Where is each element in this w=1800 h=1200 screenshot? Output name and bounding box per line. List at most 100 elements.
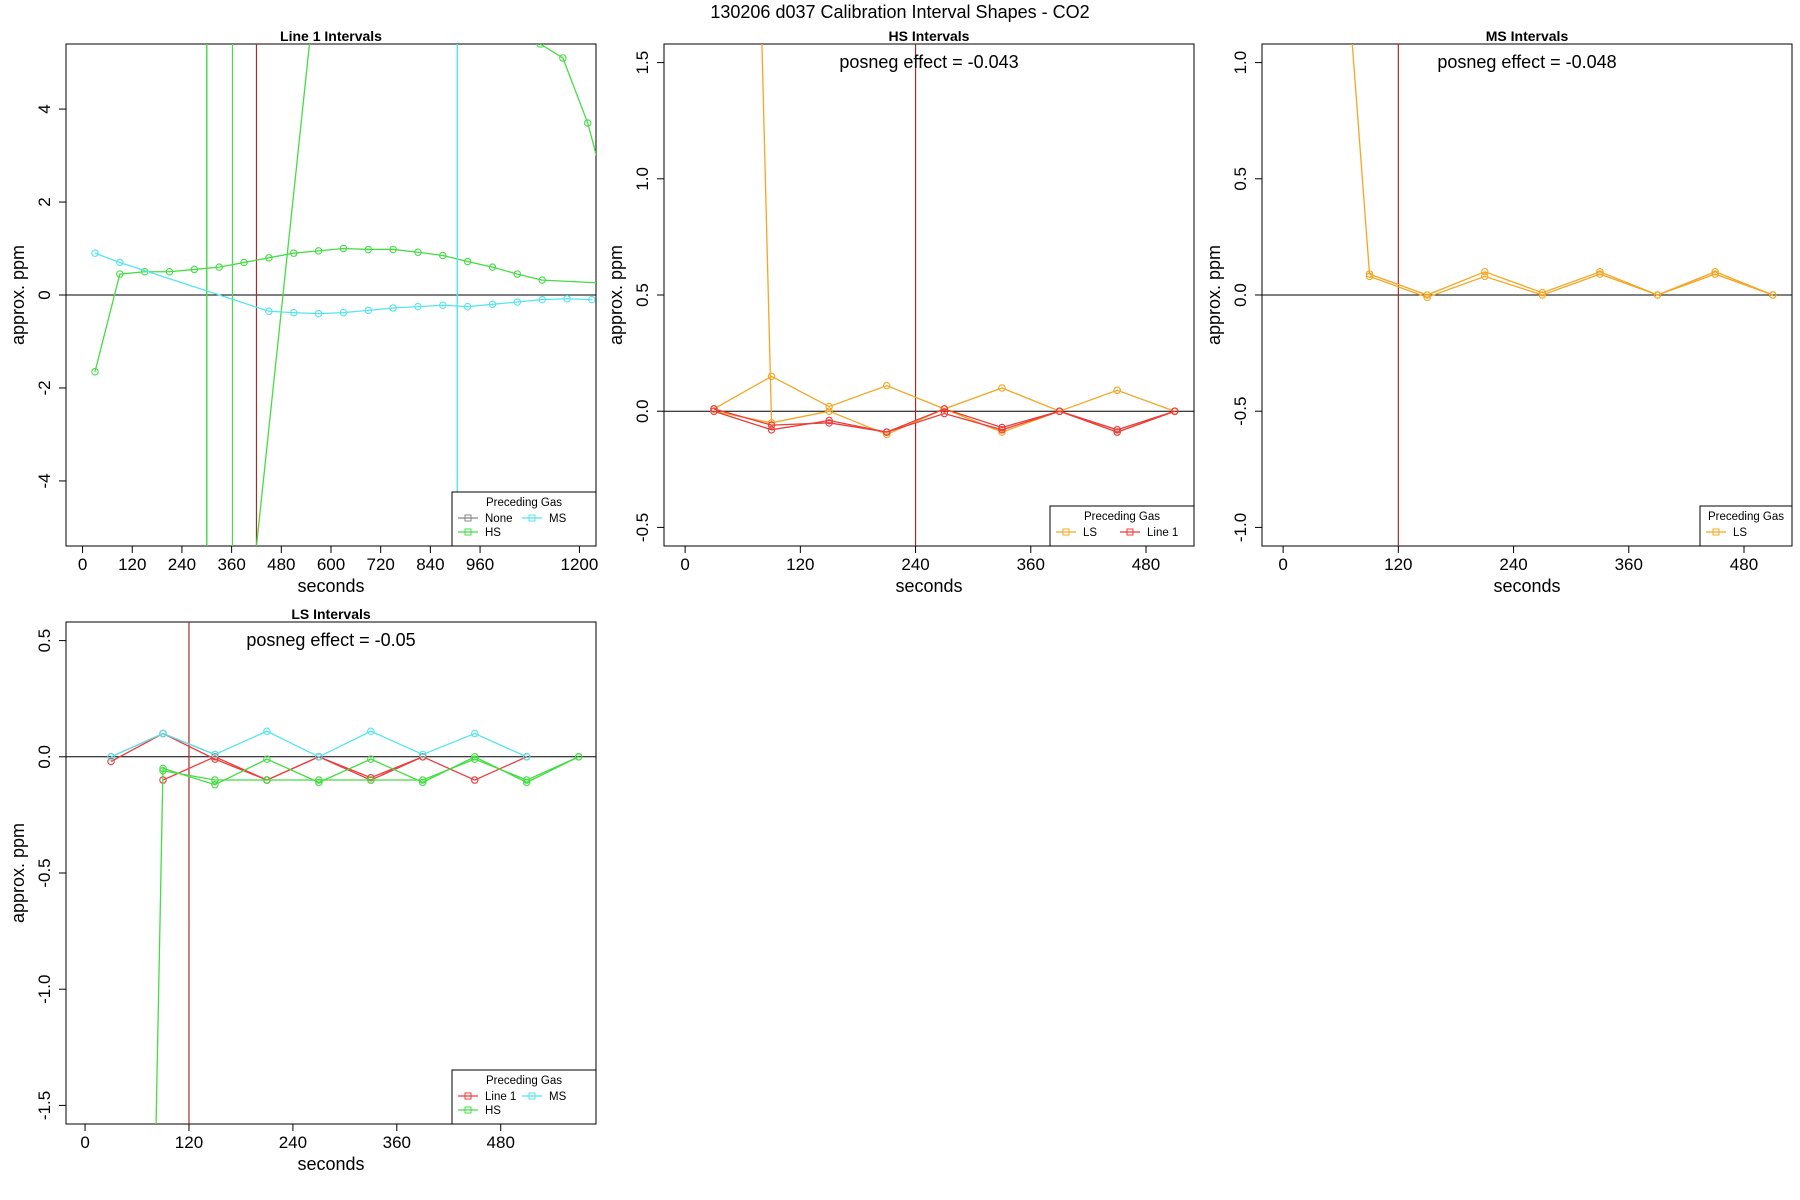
data-point xyxy=(414,302,422,311)
x-tick-label: 720 xyxy=(367,555,395,574)
data-point xyxy=(1365,272,1374,281)
plot-area xyxy=(66,44,603,546)
x-tick-label: 360 xyxy=(383,1133,411,1152)
legend-swatch-marker xyxy=(528,514,536,522)
data-point xyxy=(1113,386,1121,395)
y-tick-label: -0.5 xyxy=(1231,397,1250,426)
data-point xyxy=(263,755,271,763)
data-point xyxy=(767,426,776,434)
data-point xyxy=(211,753,219,761)
data-point xyxy=(1653,291,1662,299)
data-point xyxy=(159,766,167,775)
data-point xyxy=(463,257,472,266)
panel-title: Line 1 Intervals xyxy=(280,28,382,44)
legend-entry-label: Line 1 xyxy=(485,1091,516,1103)
data-point xyxy=(1423,293,1431,302)
data-point xyxy=(522,778,531,787)
data-point xyxy=(1423,291,1431,299)
x-tick-label: 0 xyxy=(680,555,689,574)
legend-swatch-marker xyxy=(464,1106,472,1114)
data-point xyxy=(414,248,422,256)
y-axis-label: approx. ppm xyxy=(8,245,28,345)
data-point xyxy=(190,265,199,274)
x-tick-label: 120 xyxy=(1384,555,1412,574)
data-point xyxy=(825,416,833,425)
legend-swatch-marker xyxy=(464,514,472,522)
y-tick-label: -0.5 xyxy=(35,858,54,887)
data-point xyxy=(265,307,273,316)
panel-title: MS Intervals xyxy=(1486,28,1569,44)
y-tick-label: -4 xyxy=(35,473,54,488)
posneg-annotation: posneg effect = -0.05 xyxy=(246,630,415,650)
y-tick-label: 0.5 xyxy=(633,283,652,307)
x-tick-label: 240 xyxy=(1499,555,1527,574)
x-tick-label: 120 xyxy=(118,555,146,574)
series-line-line-1 xyxy=(713,408,1176,433)
data-point xyxy=(367,773,375,782)
data-point xyxy=(211,780,219,789)
data-point xyxy=(588,295,596,304)
legend-box xyxy=(451,1069,597,1125)
y-axis-label: approx. ppm xyxy=(8,823,28,923)
data-point xyxy=(574,753,583,761)
y-tick-label: 1.5 xyxy=(633,51,652,75)
data-point xyxy=(116,270,124,278)
series-line-hs xyxy=(542,279,596,284)
y-tick-label: 0 xyxy=(35,290,54,299)
x-tick-label: 840 xyxy=(416,555,444,574)
data-point xyxy=(767,421,776,429)
x-tick-label: 240 xyxy=(901,555,929,574)
legend-title: Preceding Gas xyxy=(486,497,562,509)
series-line-ms xyxy=(94,252,592,315)
x-axis-label: seconds xyxy=(297,576,364,596)
x-tick-label: 480 xyxy=(1132,555,1160,574)
data-point xyxy=(215,263,223,271)
data-point xyxy=(471,776,479,784)
data-point xyxy=(488,263,497,271)
data-point xyxy=(211,776,219,784)
x-tick-label: 360 xyxy=(1615,555,1643,574)
plot-frame xyxy=(65,621,597,1125)
data-point xyxy=(883,428,891,436)
x-tick-label: 240 xyxy=(279,1133,307,1152)
panel-title: LS Intervals xyxy=(291,606,371,622)
x-tick-label: 960 xyxy=(466,555,494,574)
data-point xyxy=(419,776,427,784)
legend-entry-label: Line 1 xyxy=(1147,527,1178,539)
data-point xyxy=(767,372,776,381)
series-line-ls xyxy=(1369,271,1774,296)
series-line-ls xyxy=(761,44,773,423)
series-line-hs xyxy=(162,756,579,781)
chart-panel-1: HS Intervals 0 120 240 360 480 -0.5 0.0 0.5 1.0 1.… xyxy=(606,28,1195,596)
data-point xyxy=(1711,270,1719,278)
data-point xyxy=(289,308,298,317)
data-point xyxy=(825,402,833,411)
legend-swatch-marker xyxy=(1126,528,1134,536)
series-line-hs xyxy=(539,44,596,157)
y-tick-label: -1.0 xyxy=(35,975,54,1004)
data-point xyxy=(998,426,1006,434)
data-point xyxy=(211,755,219,763)
data-point xyxy=(998,423,1006,432)
x-tick-label: 120 xyxy=(786,555,814,574)
data-point xyxy=(315,776,323,784)
plot-area xyxy=(66,622,596,1124)
data-point xyxy=(314,247,323,255)
data-point xyxy=(367,776,375,784)
data-point xyxy=(1596,268,1604,276)
data-point xyxy=(998,384,1006,392)
y-tick-label: 4 xyxy=(35,104,54,113)
data-point xyxy=(538,295,546,304)
legend-entry-label: None xyxy=(485,513,513,525)
data-point xyxy=(265,254,273,262)
y-tick-label: 2 xyxy=(35,197,54,206)
data-point xyxy=(597,166,603,172)
series-line-hs xyxy=(94,247,543,372)
chart-panel-3: LS Intervals 0 120 240 360 480 -1.5 -1.0 -0.5 0.0… xyxy=(8,606,597,1174)
data-point xyxy=(998,428,1006,436)
data-point xyxy=(488,300,497,309)
legend-title: Preceding Gas xyxy=(1708,511,1784,523)
data-point xyxy=(263,776,271,784)
data-point xyxy=(522,776,531,784)
